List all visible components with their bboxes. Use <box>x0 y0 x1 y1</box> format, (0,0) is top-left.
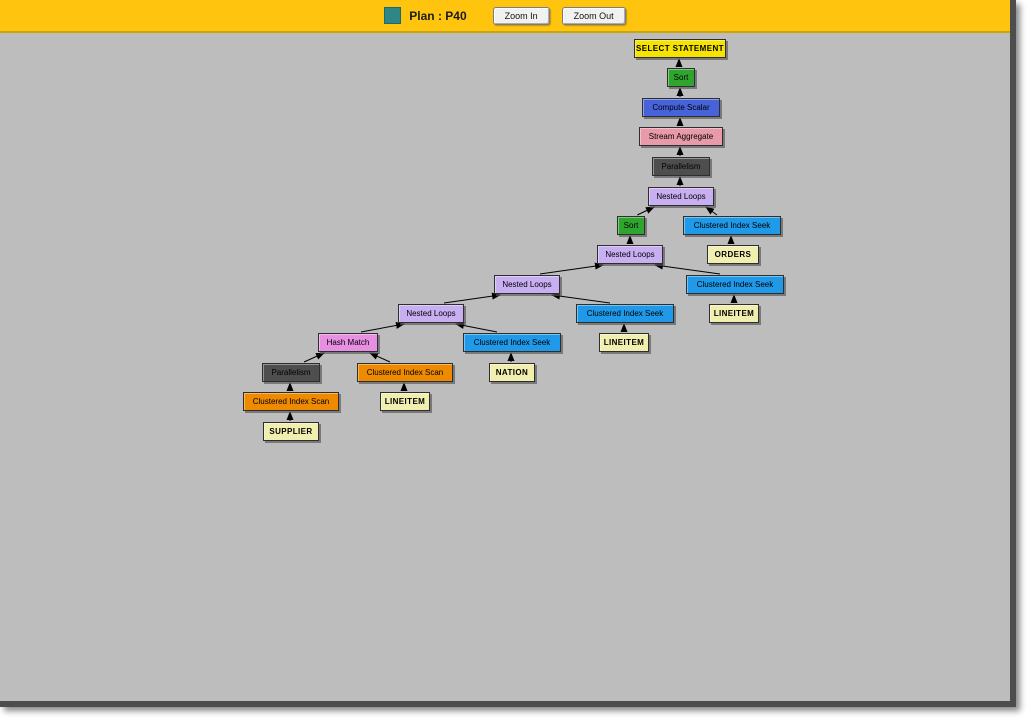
plan-edge <box>654 262 721 275</box>
plan-node-hash-match[interactable]: Hash Match <box>318 333 378 352</box>
plan-node-scan-supplier[interactable]: Clustered Index Scan <box>243 392 339 411</box>
plan-edge <box>539 262 604 275</box>
header-bar: Plan : P40 Zoom In Zoom Out <box>0 0 1010 33</box>
plan-node-compute-scalar[interactable]: Compute Scalar <box>642 98 720 117</box>
plan-legend-swatch <box>384 7 402 24</box>
plan-node-stream-aggregate[interactable]: Stream Aggregate <box>639 127 723 146</box>
plan-node-lineitem-2[interactable]: LINEITEM <box>599 333 649 352</box>
plan-node-sort-2[interactable]: Sort <box>617 216 645 235</box>
plan-node-nested-loops-1[interactable]: Nested Loops <box>648 187 714 206</box>
plan-node-supplier[interactable]: SUPPLIER <box>263 422 319 441</box>
plan-node-parallelism-2[interactable]: Parallelism <box>262 363 320 382</box>
plan-node-nested-loops-2[interactable]: Nested Loops <box>597 245 663 264</box>
zoom-out-button[interactable]: Zoom Out <box>561 6 626 25</box>
plan-node-sort-1[interactable]: Sort <box>667 68 695 87</box>
plan-canvas: SELECT STATEMENT Sort Compute Scalar Stream… <box>243 39 784 441</box>
plan-node-seek-lineitem-2[interactable]: Clustered Index Seek <box>576 304 674 323</box>
plan-edge <box>360 322 405 333</box>
plan-edge <box>705 206 718 216</box>
plan-edge <box>637 206 655 216</box>
plan-node-nested-loops-3[interactable]: Nested Loops <box>494 275 560 294</box>
plan-title: Plan : P40 <box>409 8 467 23</box>
zoom-in-button[interactable]: Zoom In <box>492 6 550 25</box>
plan-node-nation[interactable]: NATION <box>489 363 535 382</box>
plan-edge <box>443 292 501 304</box>
plan-edge <box>369 352 391 363</box>
plan-node-scan-lineitem[interactable]: Clustered Index Scan <box>357 363 453 382</box>
plan-node-parallelism-1[interactable]: Parallelism <box>652 157 710 176</box>
plan-node-seek-lineitem-1[interactable]: Clustered Index Seek <box>686 275 784 294</box>
plan-edge <box>551 292 611 304</box>
plan-edge <box>303 352 325 363</box>
plan-node-nested-loops-4[interactable]: Nested Loops <box>398 304 464 323</box>
plan-node-select-statement[interactable]: SELECT STATEMENT <box>634 39 726 58</box>
plan-node-seek-nation[interactable]: Clustered Index Seek <box>463 333 561 352</box>
plan-edge <box>455 322 498 333</box>
plan-node-seek-orders[interactable]: Clustered Index Seek <box>683 216 781 235</box>
plan-node-lineitem-1[interactable]: LINEITEM <box>709 304 759 323</box>
plan-node-orders[interactable]: ORDERS <box>707 245 759 264</box>
plan-node-lineitem-3[interactable]: LINEITEM <box>380 392 430 411</box>
plan-viewer-window: Plan : P40 Zoom In Zoom Out SELECT STATE… <box>0 0 1016 707</box>
